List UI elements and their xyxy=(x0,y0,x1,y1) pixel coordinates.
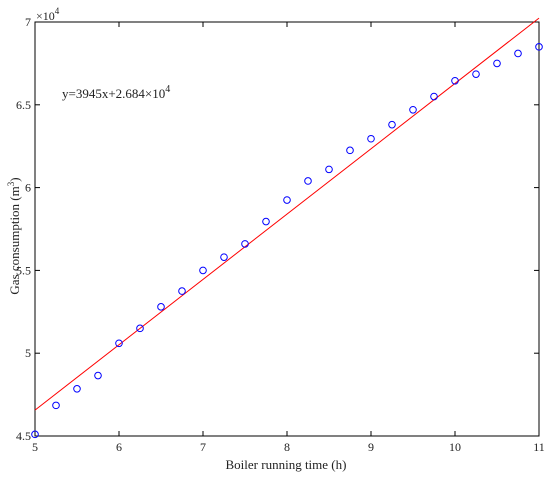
data-point xyxy=(430,92,438,101)
fit-line-layer xyxy=(34,17,540,411)
fit-line xyxy=(34,17,540,411)
data-point xyxy=(493,59,501,68)
y-axis-label-close: ) xyxy=(7,177,22,181)
axes xyxy=(34,21,540,437)
x-tick-label: 8 xyxy=(284,440,290,454)
data-points-layer xyxy=(31,43,543,439)
y-axis-label: Gas consumption (m3) xyxy=(6,177,22,294)
data-point xyxy=(136,324,144,333)
data-point xyxy=(283,196,291,204)
x-tick-label: 6 xyxy=(116,440,122,454)
data-point xyxy=(262,217,270,226)
y-tick-label: 5 xyxy=(25,346,31,360)
y-tick-label: 5.5 xyxy=(16,263,31,277)
y-axis-label-main: Gas consumption (m xyxy=(7,186,22,294)
x-tick-label: 9 xyxy=(368,440,374,454)
y-tick-label: 6 xyxy=(25,181,31,195)
fit-equation-annotation: y=3945x+2.684×104 xyxy=(62,84,170,101)
data-point xyxy=(157,303,165,311)
data-point xyxy=(220,253,228,261)
plot-frame xyxy=(34,21,540,437)
y-multiplier-exponent: 4 xyxy=(55,6,60,16)
x-tick-label: 10 xyxy=(449,440,461,454)
data-point xyxy=(304,177,312,185)
data-point xyxy=(367,134,375,143)
data-point xyxy=(409,105,417,114)
y-axis-ticks: 4.5 5 5.5 6 6.5 7 xyxy=(16,15,539,443)
y-multiplier-base: ×10 xyxy=(36,9,55,23)
data-point xyxy=(178,287,186,295)
y-multiplier: ×104 xyxy=(36,6,60,23)
x-axis-ticks: 5 6 7 8 9 10 11 xyxy=(32,22,545,454)
x-tick-label: 11 xyxy=(533,440,545,454)
data-point xyxy=(73,385,81,393)
data-point xyxy=(94,371,102,380)
data-point xyxy=(325,165,333,174)
y-tick-label: 6.5 xyxy=(16,98,31,112)
data-point xyxy=(31,430,39,439)
data-point xyxy=(241,240,249,248)
data-point xyxy=(514,49,522,58)
x-tick-label: 7 xyxy=(200,440,206,454)
data-point xyxy=(535,43,543,51)
x-axis-label: Boiler running time (h) xyxy=(226,457,347,472)
data-point xyxy=(115,339,123,348)
data-point xyxy=(199,266,207,275)
data-point xyxy=(472,70,480,78)
fit-equation-text: y=3945x+2.684×10 xyxy=(62,86,165,101)
data-point xyxy=(52,401,60,410)
data-point xyxy=(388,120,396,129)
y-tick-label: 7 xyxy=(25,15,31,29)
y-tick-label: 4.5 xyxy=(16,429,31,443)
y-axis-label-sup: 3 xyxy=(6,181,16,186)
data-point xyxy=(346,146,354,155)
fit-equation-exponent: 4 xyxy=(165,84,170,95)
data-point xyxy=(451,76,459,85)
x-tick-label: 5 xyxy=(32,440,38,454)
